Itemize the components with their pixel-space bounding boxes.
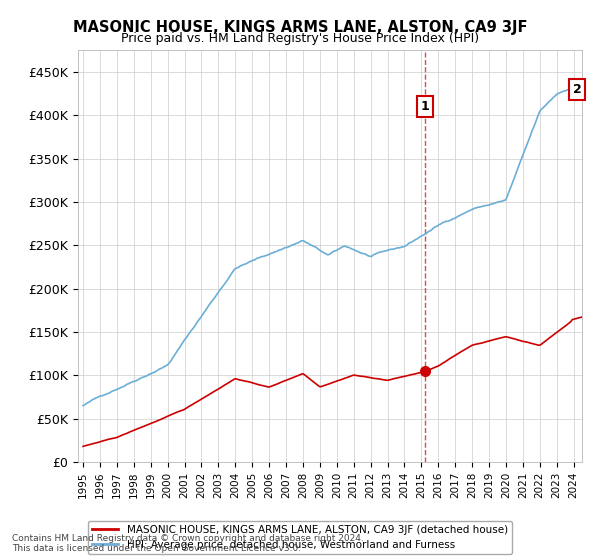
- Text: MASONIC HOUSE, KINGS ARMS LANE, ALSTON, CA9 3JF: MASONIC HOUSE, KINGS ARMS LANE, ALSTON, …: [73, 20, 527, 35]
- Text: 2: 2: [572, 83, 581, 96]
- Text: Price paid vs. HM Land Registry's House Price Index (HPI): Price paid vs. HM Land Registry's House …: [121, 32, 479, 45]
- Text: 1: 1: [421, 100, 430, 113]
- Legend: MASONIC HOUSE, KINGS ARMS LANE, ALSTON, CA9 3JF (detached house), HPI: Average p: MASONIC HOUSE, KINGS ARMS LANE, ALSTON, …: [88, 521, 512, 554]
- Text: Contains HM Land Registry data © Crown copyright and database right 2024.
This d: Contains HM Land Registry data © Crown c…: [12, 534, 364, 553]
